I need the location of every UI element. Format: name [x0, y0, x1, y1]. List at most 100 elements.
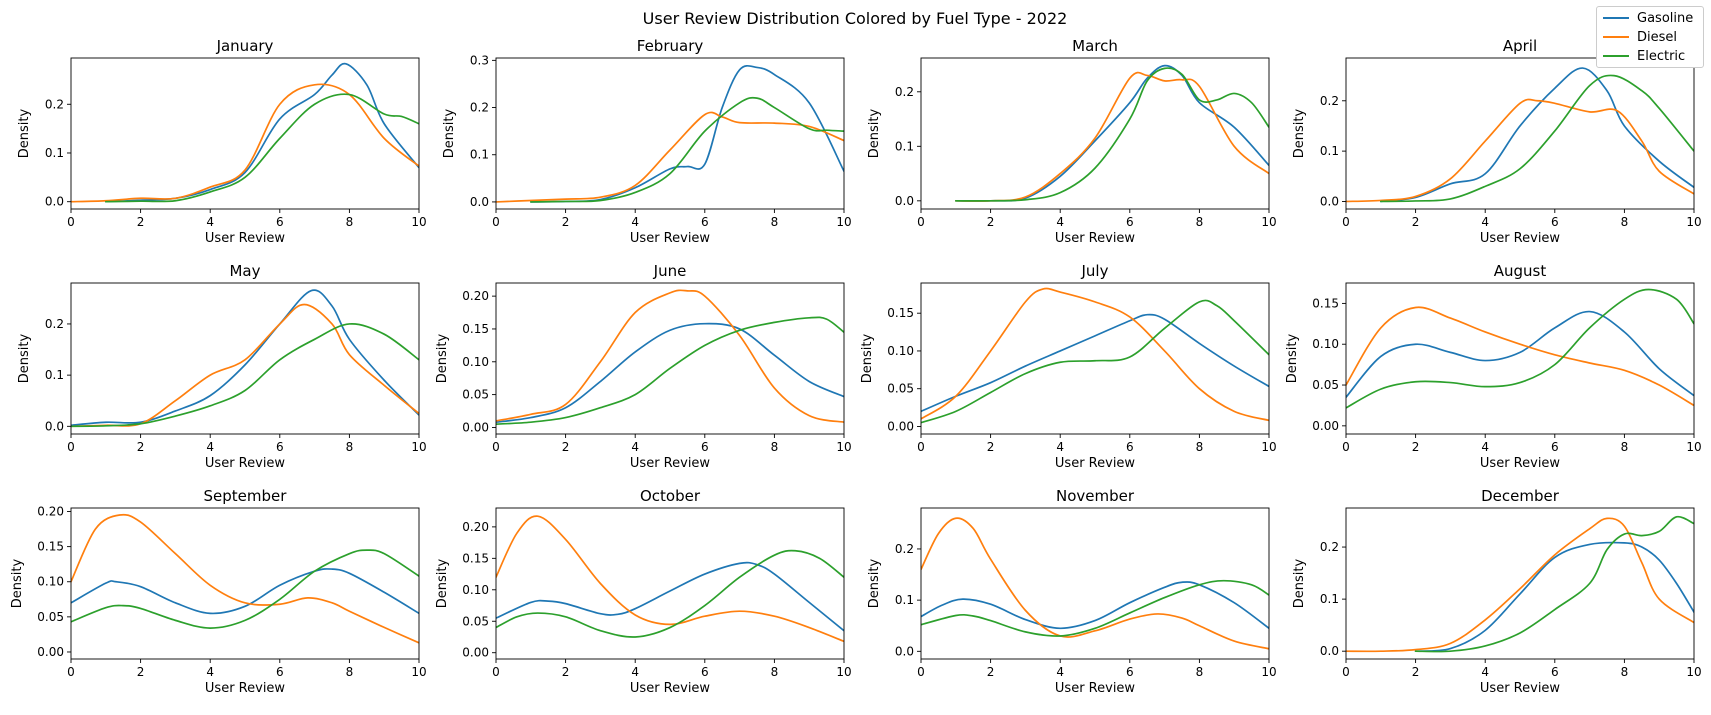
series-line-november-gasoline — [921, 581, 1269, 630]
x-tick-label-january-0: 0 — [67, 215, 75, 229]
series-line-april-gasoline — [1379, 67, 1694, 203]
legend-label-diesel: Diesel — [1637, 29, 1678, 45]
x-axis-label-december: User Review — [1480, 681, 1561, 696]
series-group-january — [71, 62, 419, 203]
axes-frame-august — [1345, 282, 1695, 435]
axes-frame-december — [1345, 507, 1695, 660]
x-tick-label-march-6: 6 — [1126, 215, 1134, 229]
series-line-june-gasoline — [496, 322, 844, 424]
x-tick-label-august-8: 8 — [1621, 440, 1629, 454]
x-tick-label-december-4: 4 — [1481, 665, 1489, 679]
y-axis-label-july: Density — [860, 333, 875, 383]
x-tick-label-may-0: 0 — [67, 440, 75, 454]
y-tick-label-december-2: 0.2 — [1320, 540, 1339, 554]
x-tick-label-august-0: 0 — [1342, 440, 1350, 454]
y-tick-label-december-1: 0.1 — [1320, 592, 1339, 606]
x-tick-label-december-6: 6 — [1551, 665, 1559, 679]
axes-frame-january — [70, 57, 420, 210]
axes-frame-june — [495, 282, 845, 435]
y-axis-label-february: Density — [442, 108, 457, 158]
series-line-december-gasoline — [1414, 541, 1694, 653]
x-tick-label-june-6: 6 — [701, 440, 709, 454]
x-tick-label-october-10: 10 — [836, 665, 851, 679]
y-tick-label-july-0: 0.00 — [887, 419, 914, 433]
legend-swatch-diesel — [1603, 36, 1629, 38]
panel-title-august: August — [1494, 262, 1547, 280]
x-tick-label-april-2: 2 — [1412, 215, 1420, 229]
panel-november: November 0 2 4 6 8 10 0.0 0.1 0.2 User Review Densi… — [867, 487, 1277, 696]
panel-title-march: March — [1072, 37, 1118, 55]
x-axis-label-october: User Review — [630, 681, 711, 696]
y-tick-label-november-1: 0.1 — [895, 593, 914, 607]
panel-title-june: June — [653, 262, 687, 280]
series-line-november-diesel — [921, 517, 1269, 650]
panel-title-january: January — [216, 37, 274, 55]
axes-frame-february — [495, 57, 845, 210]
x-tick-label-september-10: 10 — [411, 665, 426, 679]
series-line-september-diesel — [71, 513, 419, 644]
y-tick-label-may-2: 0.2 — [45, 317, 64, 331]
y-tick-label-june-3: 0.15 — [462, 322, 489, 336]
series-line-october-electric — [496, 549, 844, 638]
x-tick-label-march-10: 10 — [1261, 215, 1276, 229]
x-axis-label-july: User Review — [1055, 456, 1136, 471]
x-tick-label-december-8: 8 — [1621, 665, 1629, 679]
panel-may: May 0 2 4 6 8 10 0.0 0.1 0.2 User Review Density — [17, 262, 427, 471]
y-tick-label-november-0: 0.0 — [895, 644, 914, 658]
y-tick-label-march-1: 0.1 — [895, 139, 914, 153]
y-tick-label-november-2: 0.2 — [895, 542, 914, 556]
y-tick-label-october-4: 0.20 — [462, 520, 489, 534]
series-line-october-gasoline — [496, 561, 844, 632]
panel-december: December 0 2 4 6 8 10 0.0 0.1 0.2 User Review Densi… — [1292, 487, 1702, 696]
x-tick-label-march-4: 4 — [1056, 215, 1064, 229]
panel-title-february: February — [637, 37, 704, 55]
y-tick-label-may-0: 0.0 — [45, 419, 64, 433]
x-axis-label-january: User Review — [205, 231, 286, 246]
x-tick-label-june-0: 0 — [492, 440, 500, 454]
x-tick-label-august-4: 4 — [1481, 440, 1489, 454]
x-axis-label-august: User Review — [1480, 456, 1561, 471]
x-tick-label-october-6: 6 — [701, 665, 709, 679]
x-axis-label-september: User Review — [205, 681, 286, 696]
x-tick-label-november-10: 10 — [1261, 665, 1276, 679]
series-line-august-diesel — [1346, 306, 1694, 407]
x-axis-label-june: User Review — [630, 456, 711, 471]
y-tick-label-june-2: 0.10 — [462, 355, 489, 369]
series-line-june-diesel — [496, 289, 844, 424]
x-tick-label-january-6: 6 — [276, 215, 284, 229]
x-tick-label-november-2: 2 — [987, 665, 995, 679]
x-tick-label-november-4: 4 — [1056, 665, 1064, 679]
x-tick-label-september-2: 2 — [137, 665, 145, 679]
x-tick-label-march-8: 8 — [1196, 215, 1204, 229]
series-line-march-gasoline — [954, 64, 1269, 202]
x-tick-label-july-10: 10 — [1261, 440, 1276, 454]
y-tick-label-june-0: 0.00 — [462, 420, 489, 434]
series-line-february-electric — [529, 96, 844, 203]
y-tick-label-february-0: 0.0 — [470, 195, 489, 209]
panel-september: September 0 2 4 6 8 10 0.00 0.05 0.10 0.15 0.20 User… — [10, 487, 427, 696]
y-tick-label-april-1: 0.1 — [1320, 144, 1339, 158]
series-line-august-gasoline — [1346, 310, 1694, 399]
y-axis-label-august: Density — [1285, 333, 1300, 383]
x-tick-label-may-8: 8 — [346, 440, 354, 454]
series-line-april-electric — [1379, 74, 1694, 203]
y-tick-label-september-0: 0.00 — [37, 645, 64, 659]
series-line-december-diesel — [1346, 517, 1694, 653]
y-axis-label-october: Density — [435, 558, 450, 608]
x-tick-label-february-6: 6 — [701, 215, 709, 229]
x-tick-label-august-6: 6 — [1551, 440, 1559, 454]
y-tick-label-december-0: 0.0 — [1320, 644, 1339, 658]
y-tick-label-june-1: 0.05 — [462, 388, 489, 402]
y-tick-label-february-2: 0.2 — [470, 101, 489, 115]
x-tick-label-july-6: 6 — [1126, 440, 1134, 454]
x-tick-label-july-0: 0 — [917, 440, 925, 454]
panel-title-november: November — [1056, 487, 1135, 505]
y-tick-label-july-2: 0.10 — [887, 344, 914, 358]
series-line-july-gasoline — [921, 313, 1269, 413]
y-tick-label-october-1: 0.05 — [462, 614, 489, 628]
panel-title-december: December — [1481, 487, 1560, 505]
x-tick-label-october-8: 8 — [771, 665, 779, 679]
x-tick-label-january-4: 4 — [206, 215, 214, 229]
x-axis-label-november: User Review — [1055, 681, 1136, 696]
